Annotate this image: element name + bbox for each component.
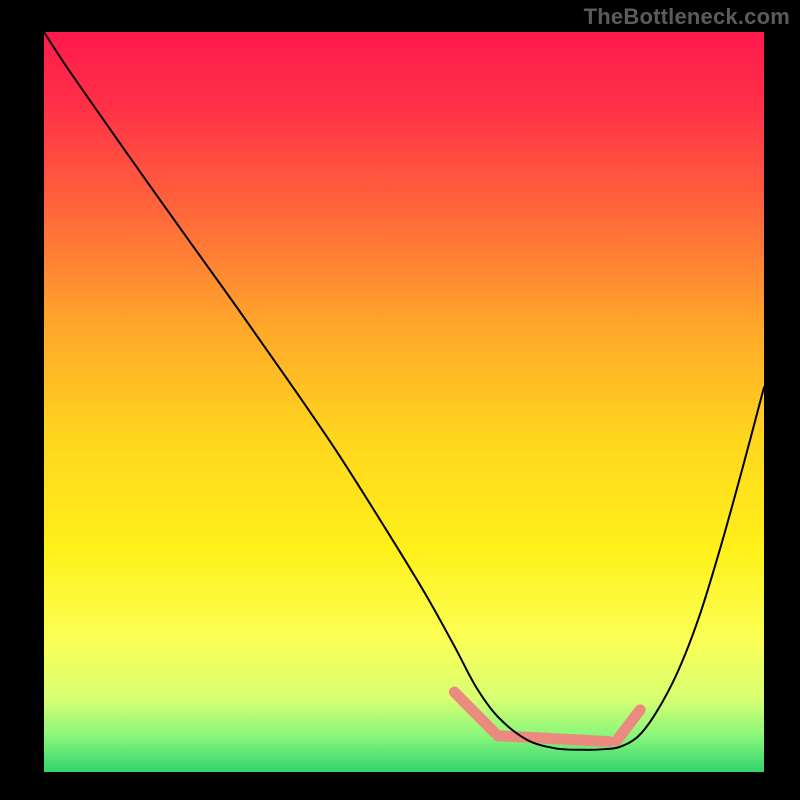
- trough-highlight-segment: [498, 736, 610, 742]
- chart-canvas: [0, 0, 800, 800]
- plot-background: [44, 32, 764, 772]
- watermark-label: TheBottleneck.com: [584, 4, 790, 30]
- chart-root: TheBottleneck.com: [0, 0, 800, 800]
